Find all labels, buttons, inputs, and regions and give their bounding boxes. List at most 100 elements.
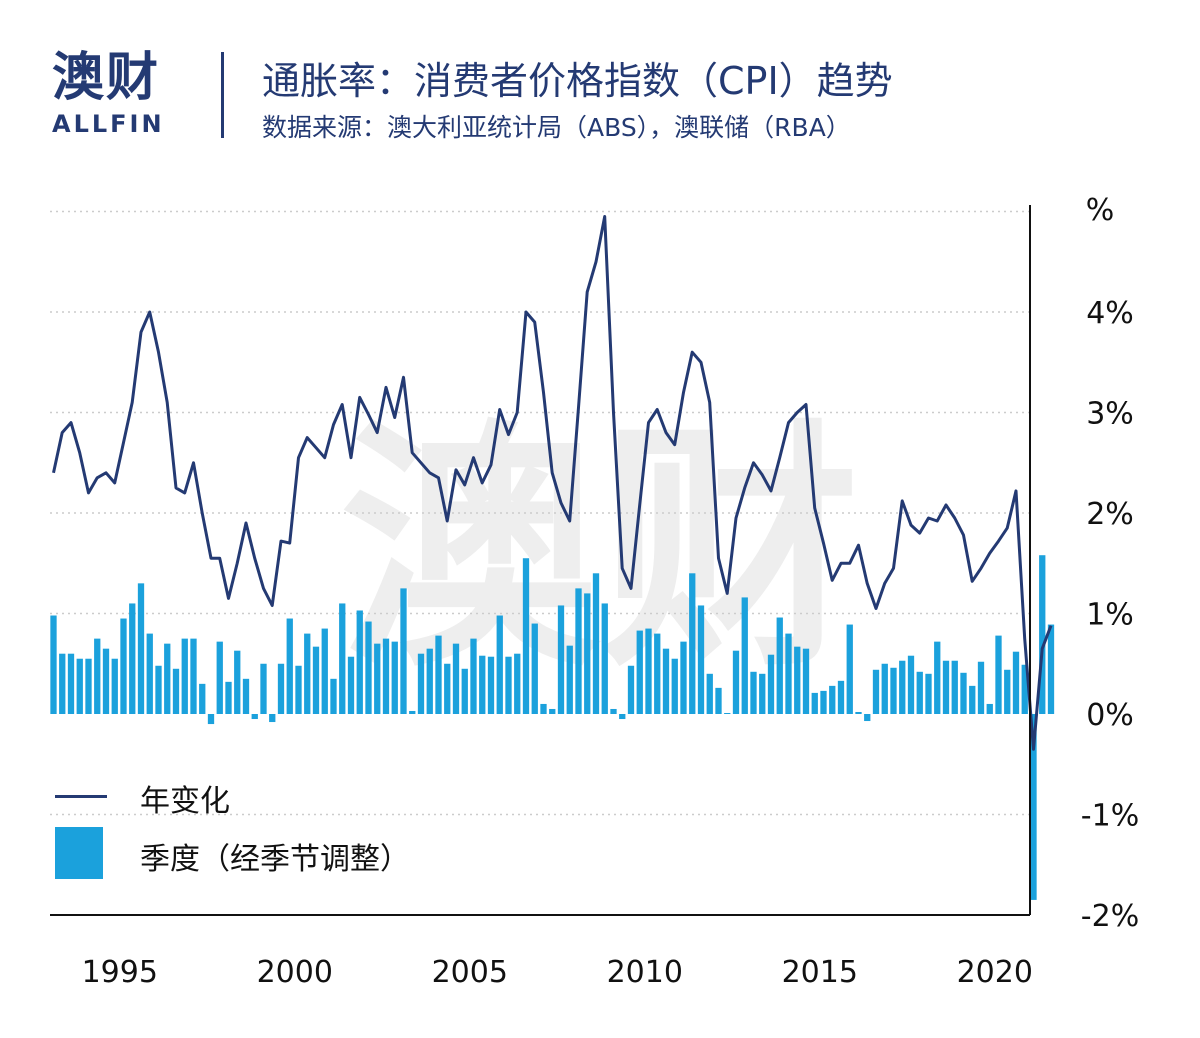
cpi-quarterly-bar — [409, 710, 416, 714]
cpi-quarterly-bar — [767, 654, 775, 714]
cpi-quarterly-bar — [697, 605, 705, 714]
cpi-quarterly-bar — [190, 638, 197, 714]
cpi-quarterly-bar — [382, 638, 390, 714]
cpi-quarterly-bar — [225, 681, 232, 714]
cpi-quarterly-bar — [514, 653, 521, 714]
cpi-quarterly-bar — [802, 648, 810, 714]
cpi-quarterly-bar — [199, 683, 206, 714]
cpi-quarterly-bar — [636, 630, 643, 714]
grid-lines — [50, 210, 1030, 816]
cpi-quarterly-bar — [487, 656, 495, 714]
cpi-quarterly-bar — [321, 628, 328, 714]
cpi-quarterly-bar — [164, 643, 171, 714]
cpi-quarterly-bar — [216, 641, 223, 714]
cpi-quarterly-bar — [662, 648, 670, 714]
x-tick-labels: 1995 2000 2005 2010 2015 2020 — [82, 955, 1033, 990]
cpi-quarterly-bar — [1039, 555, 1046, 714]
cpi-quarterly-bar — [811, 692, 818, 714]
cpi-quarterly-bar — [522, 558, 530, 714]
cpi-quarterly-bar — [881, 663, 888, 714]
header-divider — [221, 52, 224, 138]
cpi-quarterly-bar — [496, 615, 503, 714]
cpi-quarterly-bar — [172, 668, 180, 714]
chart-subtitle: 数据来源：澳大利亚统计局（ABS），澳联储（RBA） — [262, 113, 851, 142]
cpi-quarterly-bar — [925, 673, 932, 714]
y-tick-label: 2% — [1086, 497, 1134, 532]
cpi-quarterly-bar — [592, 573, 600, 714]
y-tick-label: -2% — [1081, 899, 1139, 934]
legend-bar-label: 季度（经季节调整） — [140, 842, 410, 877]
cpi-quarterly-bar — [260, 663, 267, 714]
cpi-quarterly-bar — [1021, 664, 1028, 714]
cpi-quarterly-bar — [899, 660, 906, 714]
cpi-quarterly-bar — [829, 685, 836, 714]
axes — [50, 205, 1031, 916]
cpi-quarterly-bar — [872, 669, 880, 714]
cpi-quarterly-bar — [732, 650, 740, 714]
cpi-quarterly-bar — [76, 658, 83, 714]
cpi-quarterly-bar — [129, 603, 136, 714]
cpi-quarterly-bar — [942, 660, 950, 714]
line-series — [52, 215, 1053, 751]
cpi-quarterly-bar — [557, 605, 565, 714]
legend-bar-swatch — [55, 827, 103, 879]
cpi-quarterly-bar — [671, 658, 678, 714]
logo-text-cn: 澳财 — [52, 48, 161, 108]
cpi-quarterly-bar — [347, 656, 355, 714]
legend-line-swatch — [55, 795, 107, 798]
cpi-quarterly-bar — [67, 653, 75, 714]
cpi-quarterly-bar — [951, 660, 958, 714]
y-tick-labels: 4% 3% 2% 1% 0% -1% -2% — [1081, 296, 1139, 934]
cpi-quarterly-bar — [304, 633, 311, 714]
cpi-quarterly-bar — [610, 708, 617, 714]
cpi-quarterly-bar — [444, 663, 451, 714]
cpi-quarterly-bar — [960, 672, 967, 714]
cpi-quarterly-bar — [689, 573, 696, 714]
x-tick-label: 2015 — [782, 955, 858, 990]
cpi-quarterly-bar — [575, 588, 582, 714]
cpi-quarterly-bar — [400, 588, 407, 714]
y-tick-label: 0% — [1086, 698, 1134, 733]
cpi-quarterly-bar — [680, 641, 687, 714]
cpi-quarterly-bar — [146, 633, 153, 714]
cpi-quarterly-bar — [234, 650, 241, 714]
cpi-quarterly-bar — [417, 653, 425, 714]
cpi-quarterly-bar — [977, 661, 985, 714]
cpi-quarterly-bar — [207, 714, 215, 725]
cpi-quarterly-bar — [50, 615, 57, 714]
cpi-quarterly-bar — [137, 583, 145, 714]
cpi-quarterly-bar — [846, 624, 853, 714]
cpi-quarterly-bar — [435, 635, 442, 714]
cpi-quarterly-bar — [785, 633, 792, 714]
cpi-quarterly-bar — [1047, 624, 1055, 714]
cpi-quarterly-bar — [269, 714, 276, 723]
cpi-quarterly-bar — [479, 655, 486, 714]
chart-title: 通胀率：消费者价格指数（CPI）趋势 — [262, 59, 893, 103]
cpi-quarterly-bar — [986, 703, 993, 714]
cpi-quarterly-bar — [837, 680, 845, 714]
cpi-quarterly-bar — [251, 714, 258, 720]
cpi-quarterly-bar — [916, 671, 923, 714]
cpi-quarterly-bar — [969, 685, 976, 714]
cpi-quarterly-bar — [566, 645, 573, 714]
x-tick-label: 2020 — [957, 955, 1033, 990]
cpi-quarterly-bar — [365, 621, 372, 714]
cpi-quarterly-bar — [645, 628, 652, 714]
cpi-quarterly-bar — [715, 687, 722, 714]
y-tick-label: -1% — [1081, 799, 1139, 834]
cpi-quarterly-bar — [531, 623, 538, 714]
y-tick-label: 4% — [1086, 296, 1134, 331]
cpi-quarterly-bar — [391, 641, 398, 714]
cpi-quarterly-bar — [286, 618, 293, 714]
cpi-quarterly-bar — [452, 643, 460, 714]
cpi-quarterly-bar — [549, 708, 556, 714]
cpi-quarterly-bar — [181, 638, 188, 714]
cpi-quarterly-bar — [426, 648, 433, 714]
cpi-quarterly-bar — [776, 617, 783, 714]
cpi-quarterly-bar — [619, 714, 626, 720]
cpi-quarterly-bar — [505, 656, 512, 714]
cpi-quarterly-bar — [907, 655, 915, 714]
x-tick-label: 2010 — [607, 955, 683, 990]
cpi-quarterly-bar — [85, 658, 92, 714]
x-tick-label: 2005 — [432, 955, 508, 990]
